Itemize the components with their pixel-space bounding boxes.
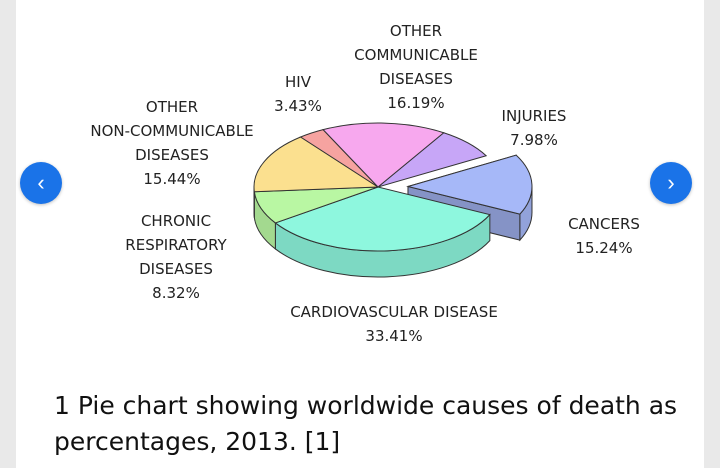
slice-percent: 15.44% <box>143 170 201 188</box>
pie-slice-other-communicable-diseases <box>322 122 445 188</box>
pie-slice-cancers <box>406 154 533 215</box>
slice-label-injuries: INJURIES 7.98% <box>502 104 567 152</box>
slice-percent: 15.24% <box>575 239 633 257</box>
slice-label-other-communicable-diseases: OTHER COMMUNICABLE DISEASES 16.19% <box>354 19 478 115</box>
pie-slice-other-non-communicable-diseases <box>253 136 380 193</box>
slice-label-other-non-communicable-diseases: OTHER NON-COMMUNICABLE DISEASES 15.44% <box>90 95 253 191</box>
slice-label-text: OTHER <box>389 22 443 40</box>
pie-slice-cardiovascular-disease <box>274 186 491 252</box>
slice-percent: 3.43% <box>274 97 322 115</box>
slice-label-text: CANCERS <box>568 215 640 233</box>
slice-label-text: NON-COMMUNICABLE <box>90 122 254 140</box>
chevron-left-icon: ‹ <box>37 170 45 195</box>
slice-label-chronic-respiratory-diseases: CHRONIC RESPIRATORY DISEASES 8.32% <box>125 209 226 305</box>
slice-label-text: DISEASES <box>379 70 453 88</box>
next-button[interactable]: › <box>650 162 692 204</box>
figure-caption: 1 Pie chart showing worldwide causes of … <box>54 391 678 456</box>
slice-label-text: HIV <box>285 73 311 91</box>
slice-label-text: OTHER <box>145 98 199 116</box>
pie-chart <box>253 122 533 278</box>
slice-percent: 7.98% <box>510 131 558 149</box>
slice-label-text: CARDIOVASCULAR DISEASE <box>290 303 498 321</box>
slice-label-text: COMMUNICABLE <box>354 46 478 64</box>
slice-label-text: DISEASES <box>139 260 213 278</box>
slice-label-text: DISEASES <box>135 146 209 164</box>
slice-percent: 8.32% <box>152 284 200 302</box>
slice-label-cardiovascular-disease: CARDIOVASCULAR DISEASE 33.41% <box>290 300 498 348</box>
chevron-right-icon: › <box>667 170 675 195</box>
slice-label-text: INJURIES <box>501 107 567 125</box>
slice-label-text: RESPIRATORY <box>125 236 227 254</box>
slice-label-text: CHRONIC <box>140 212 212 230</box>
chart-card: INJURIES 7.98% CANCERS 15.24% CARDIOVASCULAR… <box>16 0 704 468</box>
slice-label-hiv: HIV 3.43% <box>274 70 322 118</box>
slice-percent: 16.19% <box>387 94 445 112</box>
slice-label-cancers: CANCERS 15.24% <box>568 212 640 260</box>
slice-percent: 33.41% <box>365 327 423 345</box>
previous-button[interactable]: ‹ <box>20 162 62 204</box>
